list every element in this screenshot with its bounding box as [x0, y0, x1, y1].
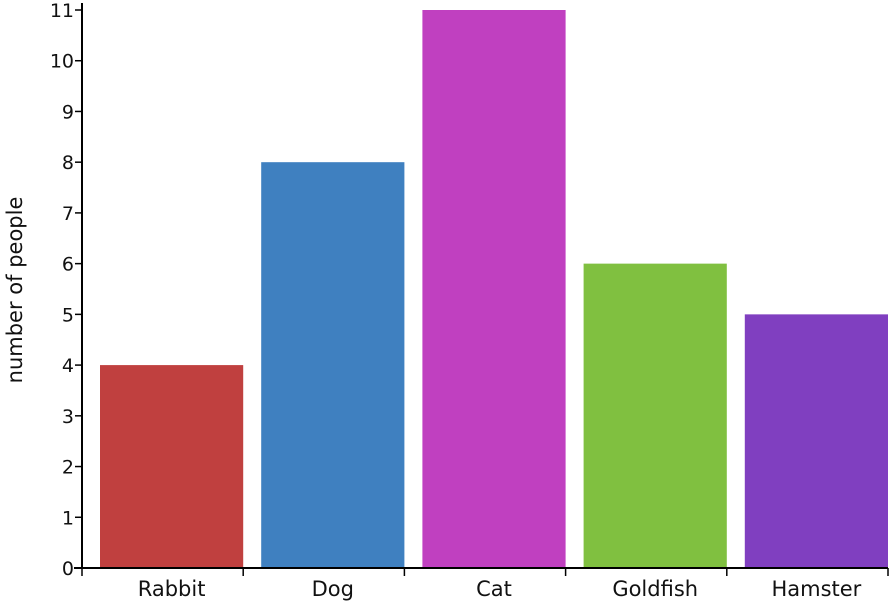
bar-cat [422, 10, 566, 568]
bar-hamster [744, 314, 888, 568]
bar-dog [261, 162, 405, 568]
y-axis: 0 1 2 3 4 5 6 7 8 9 10 11 [50, 0, 83, 580]
y-tick-label: 9 [62, 101, 74, 123]
y-tick-label: 3 [62, 406, 74, 428]
y-tick-label: 8 [62, 152, 74, 174]
x-tick-label: Dog [312, 577, 354, 601]
x-tick-label: Cat [476, 577, 512, 601]
x-tick-label: Rabbit [138, 577, 206, 601]
y-tick-label: 10 [50, 51, 74, 73]
y-tick-label: 7 [62, 203, 74, 225]
bar-rabbit [100, 365, 244, 568]
y-tick-label: 5 [62, 304, 74, 326]
y-tick-label: 4 [62, 355, 74, 377]
y-tick-label: 6 [62, 254, 74, 276]
y-tick-label: 1 [62, 507, 74, 529]
y-tick-label: 2 [62, 457, 74, 479]
y-tick-label: 0 [62, 558, 74, 580]
y-tick-label: 11 [50, 0, 74, 22]
bar-goldfish [583, 263, 727, 568]
x-tick-label: Goldfish [612, 577, 698, 601]
x-tick-label: Hamster [771, 577, 861, 601]
bars-group [100, 10, 888, 568]
x-axis: Rabbit Dog Cat Goldfish Hamster [74, 567, 889, 601]
y-axis-title: number of people [3, 197, 27, 384]
